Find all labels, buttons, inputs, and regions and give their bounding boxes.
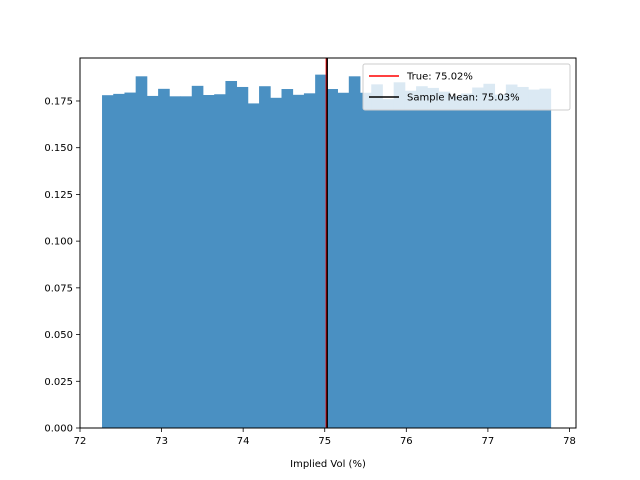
x-tick-label: 75 — [318, 436, 331, 447]
histogram-bar — [438, 91, 451, 429]
histogram-bar — [135, 76, 148, 428]
histogram-bar — [225, 80, 238, 428]
histogram-bar — [337, 92, 350, 429]
y-tick-label: 0.050 — [44, 330, 73, 341]
histogram-bar — [236, 86, 249, 428]
histogram-bar — [472, 87, 484, 428]
histogram-bar — [158, 88, 170, 428]
histogram-bar — [539, 88, 552, 429]
histogram-bar — [191, 85, 204, 428]
histogram-bar — [360, 92, 372, 429]
histogram-bar — [393, 82, 406, 428]
x-tick-label: 76 — [400, 436, 413, 447]
histogram-bar — [348, 76, 361, 428]
legend-box — [362, 63, 571, 111]
histogram-bar — [146, 95, 159, 429]
histogram-bar — [517, 86, 529, 428]
histogram-bar — [259, 86, 271, 429]
axes-frame — [79, 57, 577, 429]
legend-entry-label: Sample Mean: 75.03% — [407, 93, 520, 104]
histogram-bar — [371, 84, 383, 429]
histogram-bar — [113, 93, 125, 428]
x-tick-label: 78 — [563, 436, 576, 447]
histogram-bar — [315, 74, 327, 428]
histogram-bar — [303, 93, 316, 429]
y-tick-label: 0.025 — [44, 377, 73, 388]
x-tick-label: 74 — [237, 436, 250, 447]
histogram-bar — [214, 94, 226, 428]
histogram-bar — [124, 92, 137, 428]
reference-lines — [325, 58, 328, 428]
legend: True: 75.02% Sample Mean: 75.03% — [362, 63, 571, 111]
y-tick-label: 0.175 — [44, 96, 73, 107]
histogram-bar — [528, 89, 540, 428]
y-tick-label: 0.150 — [44, 143, 73, 154]
x-axis-label: Implied Vol (%) — [290, 459, 366, 470]
x-tick-label: 72 — [74, 436, 87, 447]
histogram-bar — [326, 89, 338, 428]
histogram-bar — [270, 97, 282, 428]
x-axis-ticks: 72 73 74 75 76 77 78 — [74, 428, 576, 447]
histogram-bar — [247, 103, 260, 428]
x-tick-label: 77 — [482, 436, 495, 447]
y-tick-label: 0.075 — [44, 283, 73, 294]
y-tick-label: 0.000 — [44, 424, 73, 435]
histogram-bar — [483, 83, 496, 429]
histogram-bar — [494, 94, 507, 429]
x-tick-label: 73 — [155, 436, 168, 447]
y-tick-label: 0.125 — [44, 190, 73, 201]
histogram-bar — [382, 99, 395, 428]
histogram-bar — [281, 89, 294, 428]
histogram-bar — [404, 90, 417, 428]
histogram-bar — [505, 84, 518, 429]
y-axis-ticks: 0.000 0.025 0.050 0.075 0.100 0.125 0.150 0.175 — [44, 96, 80, 435]
histogram-bar — [180, 96, 193, 429]
histogram-bar — [102, 95, 114, 429]
legend-entry-label: True: 75.02% — [406, 72, 473, 83]
histogram-bar — [292, 94, 305, 428]
histogram-bar — [460, 93, 473, 428]
histogram-bar — [169, 96, 181, 429]
histogram-bar — [416, 86, 428, 429]
histogram-bars — [102, 74, 552, 429]
y-tick-label: 0.100 — [44, 237, 73, 248]
histogram-bar — [449, 96, 462, 429]
histogram-bar — [427, 87, 439, 428]
histogram-bar — [202, 95, 215, 428]
